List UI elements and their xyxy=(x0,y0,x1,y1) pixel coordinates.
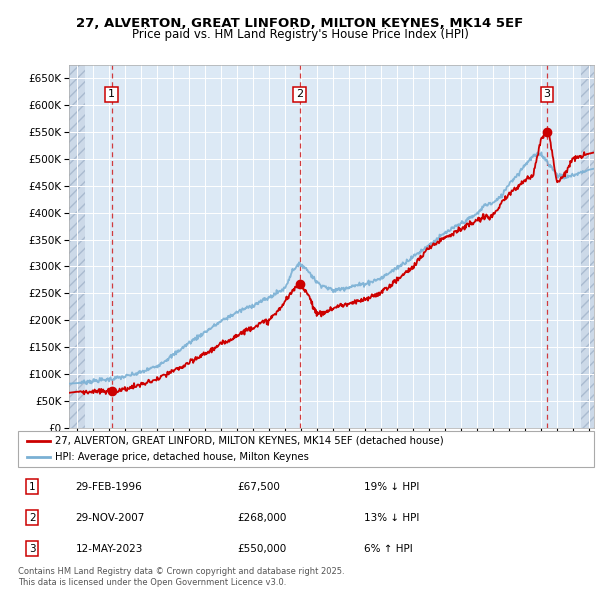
Text: 1: 1 xyxy=(108,90,115,100)
Text: 1: 1 xyxy=(29,481,36,491)
Text: 3: 3 xyxy=(29,544,36,554)
Text: £268,000: £268,000 xyxy=(237,513,286,523)
Text: 6% ↑ HPI: 6% ↑ HPI xyxy=(364,544,412,554)
Bar xyxy=(581,65,594,428)
Bar xyxy=(69,65,85,428)
Text: HPI: Average price, detached house, Milton Keynes: HPI: Average price, detached house, Milt… xyxy=(55,453,310,463)
Text: 13% ↓ HPI: 13% ↓ HPI xyxy=(364,513,419,523)
Text: 27, ALVERTON, GREAT LINFORD, MILTON KEYNES, MK14 5EF (detached house): 27, ALVERTON, GREAT LINFORD, MILTON KEYN… xyxy=(55,435,444,445)
Text: Contains HM Land Registry data © Crown copyright and database right 2025.
This d: Contains HM Land Registry data © Crown c… xyxy=(18,568,344,586)
Text: 2: 2 xyxy=(296,90,303,100)
Text: Price paid vs. HM Land Registry's House Price Index (HPI): Price paid vs. HM Land Registry's House … xyxy=(131,28,469,41)
Text: 29-FEB-1996: 29-FEB-1996 xyxy=(76,481,142,491)
Text: 3: 3 xyxy=(544,90,551,100)
Text: 29-NOV-2007: 29-NOV-2007 xyxy=(76,513,145,523)
Text: 27, ALVERTON, GREAT LINFORD, MILTON KEYNES, MK14 5EF: 27, ALVERTON, GREAT LINFORD, MILTON KEYN… xyxy=(76,17,524,30)
Text: £67,500: £67,500 xyxy=(237,481,280,491)
Text: 12-MAY-2023: 12-MAY-2023 xyxy=(76,544,143,554)
Text: £550,000: £550,000 xyxy=(237,544,286,554)
Text: 2: 2 xyxy=(29,513,36,523)
Text: 19% ↓ HPI: 19% ↓ HPI xyxy=(364,481,419,491)
